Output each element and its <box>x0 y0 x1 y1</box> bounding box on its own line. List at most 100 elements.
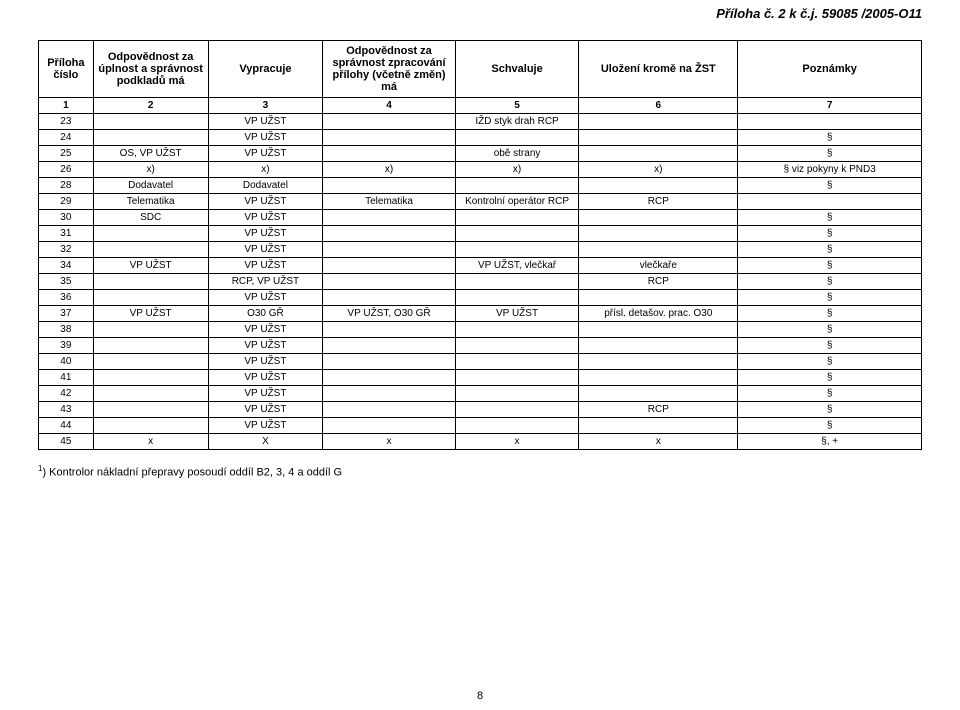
table-row: 42VP UŽST§ <box>39 386 922 402</box>
table-cell <box>93 418 208 434</box>
col-num-4: 4 <box>323 98 455 114</box>
table-cell: VP UŽST <box>208 338 323 354</box>
table-row: 31VP UŽST§ <box>39 226 922 242</box>
table-row: 43VP UŽSTRCP§ <box>39 402 922 418</box>
table-cell: vlečkaře <box>579 258 738 274</box>
table-cell <box>455 418 579 434</box>
table-cell <box>93 114 208 130</box>
table-cell: § <box>738 178 922 194</box>
table-row: 25OS, VP UŽSTVP UŽSTobě strany§ <box>39 146 922 162</box>
table-cell <box>455 130 579 146</box>
table-cell <box>579 322 738 338</box>
table-cell: RCP <box>579 194 738 210</box>
table-cell <box>579 354 738 370</box>
header-priloha-ref: Příloha č. 2 k č.j. 59085 /2005-O11 <box>716 6 922 21</box>
table-cell: 25 <box>39 146 94 162</box>
table-cell: OS, VP UŽST <box>93 146 208 162</box>
table-cell: 35 <box>39 274 94 290</box>
table-cell: VP UŽST <box>208 146 323 162</box>
table-cell: x) <box>455 162 579 178</box>
page-number: 8 <box>0 690 960 702</box>
table-cell: VP UŽST <box>208 226 323 242</box>
table-cell: 39 <box>39 338 94 354</box>
col-num-6: 6 <box>579 98 738 114</box>
table-cell: § <box>738 386 922 402</box>
table-cell: § <box>738 322 922 338</box>
col-header-2: Odpovědnost za úplnost a správnost podkl… <box>93 41 208 98</box>
table-row: 39VP UŽST§ <box>39 338 922 354</box>
table-cell <box>93 386 208 402</box>
table-cell <box>93 322 208 338</box>
table-cell: 42 <box>39 386 94 402</box>
table-cell: RCP, VP UŽST <box>208 274 323 290</box>
table-cell <box>455 338 579 354</box>
table-cell: Dodavatel <box>208 178 323 194</box>
table-cell: 44 <box>39 418 94 434</box>
table-cell: VP UŽST <box>93 258 208 274</box>
table-cell <box>579 418 738 434</box>
table-cell <box>579 338 738 354</box>
table-cell <box>579 178 738 194</box>
table-cell: 38 <box>39 322 94 338</box>
table-cell <box>579 146 738 162</box>
table-cell: VP UŽST, vlečkař <box>455 258 579 274</box>
table-cell <box>579 290 738 306</box>
table-head: Příloha číslo Odpovědnost za úplnost a s… <box>39 41 922 114</box>
table-cell <box>93 242 208 258</box>
table-cell <box>93 402 208 418</box>
table-cell: § <box>738 402 922 418</box>
table-cell <box>323 226 455 242</box>
table-cell: 43 <box>39 402 94 418</box>
table-cell <box>93 370 208 386</box>
table-cell <box>323 146 455 162</box>
table-cell: X <box>208 434 323 450</box>
table-cell: VP UŽST <box>208 258 323 274</box>
table-cell: 30 <box>39 210 94 226</box>
table-row: 32VP UŽST§ <box>39 242 922 258</box>
table-cell: 26 <box>39 162 94 178</box>
col-header-1: Příloha číslo <box>39 41 94 98</box>
table-cell <box>323 322 455 338</box>
table-cell: § <box>738 258 922 274</box>
table-cell <box>579 130 738 146</box>
table-cell <box>93 338 208 354</box>
table-cell: VP UŽST <box>208 242 323 258</box>
table-cell <box>323 114 455 130</box>
table-cell <box>455 370 579 386</box>
table-cell <box>579 210 738 226</box>
column-number-row: 1 2 3 4 5 6 7 <box>39 98 922 114</box>
table-cell: x) <box>208 162 323 178</box>
table-cell <box>323 386 455 402</box>
table-cell <box>579 370 738 386</box>
table-cell <box>93 290 208 306</box>
table-cell: VP UŽST <box>208 210 323 226</box>
table-row: 37VP UŽSTO30 GŘVP UŽST, O30 GŘVP UŽSTpří… <box>39 306 922 322</box>
table-cell <box>455 178 579 194</box>
table-cell <box>455 274 579 290</box>
table-row: 41VP UŽST§ <box>39 370 922 386</box>
page: Příloha č. 2 k č.j. 59085 /2005-O11 Příl… <box>0 0 960 710</box>
table-cell <box>455 322 579 338</box>
table-cell <box>323 274 455 290</box>
table-cell <box>738 114 922 130</box>
table-row: 35RCP, VP UŽSTRCP§ <box>39 274 922 290</box>
col-num-5: 5 <box>455 98 579 114</box>
table-cell: § <box>738 418 922 434</box>
col-num-7: 7 <box>738 98 922 114</box>
table-cell: VP UŽST <box>208 354 323 370</box>
table-cell <box>455 290 579 306</box>
table-cell: 40 <box>39 354 94 370</box>
table-cell: obě strany <box>455 146 579 162</box>
table-row: 23VP UŽSTIŽD styk drah RCP <box>39 114 922 130</box>
col-num-3: 3 <box>208 98 323 114</box>
table-row: 45xXxxx§, + <box>39 434 922 450</box>
table-cell <box>323 258 455 274</box>
table-cell: § viz pokyny k PND3 <box>738 162 922 178</box>
col-header-3: Vypracuje <box>208 41 323 98</box>
table-cell <box>579 386 738 402</box>
table-cell <box>738 194 922 210</box>
table-cell: VP UŽST <box>208 370 323 386</box>
table-cell <box>455 210 579 226</box>
table-cell <box>323 242 455 258</box>
table-cell: O30 GŘ <box>208 306 323 322</box>
